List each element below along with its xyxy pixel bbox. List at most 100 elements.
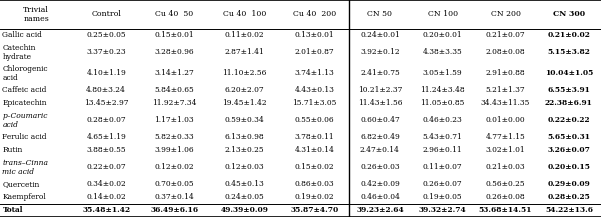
Text: 2.08±0.08: 2.08±0.08: [486, 48, 525, 56]
Text: 3.14±1.27: 3.14±1.27: [154, 69, 194, 77]
Text: 53.68±14.51: 53.68±14.51: [479, 207, 532, 214]
Text: 4.65±1.19: 4.65±1.19: [87, 133, 126, 141]
Text: 11.05±0.85: 11.05±0.85: [421, 99, 465, 107]
Text: 34.43±11.35: 34.43±11.35: [481, 99, 530, 107]
Text: 0.34±0.02: 0.34±0.02: [87, 180, 126, 188]
Text: 3.37±0.23: 3.37±0.23: [87, 48, 126, 56]
Text: 0.46±0.23: 0.46±0.23: [423, 116, 463, 124]
Text: 0.37±0.14: 0.37±0.14: [154, 193, 194, 201]
Text: 13.45±2.97: 13.45±2.97: [84, 99, 129, 107]
Text: CN 100: CN 100: [428, 10, 458, 18]
Text: 19.45±1.42: 19.45±1.42: [222, 99, 267, 107]
Text: Rutin: Rutin: [2, 146, 23, 154]
Text: 0.12±0.02: 0.12±0.02: [154, 163, 194, 171]
Text: CN 200: CN 200: [490, 10, 520, 18]
Text: 4.38±3.35: 4.38±3.35: [423, 48, 463, 56]
Text: 3.88±0.55: 3.88±0.55: [87, 146, 126, 154]
Text: 35.87±4.70: 35.87±4.70: [290, 207, 338, 214]
Text: 2.91±0.88: 2.91±0.88: [486, 69, 525, 77]
Text: 0.22±0.22: 0.22±0.22: [548, 116, 590, 124]
Text: 0.21±0.07: 0.21±0.07: [486, 31, 525, 39]
Text: 4.10±1.19: 4.10±1.19: [87, 69, 126, 77]
Text: 39.32±2.74: 39.32±2.74: [419, 207, 466, 214]
Text: 3.05±1.59: 3.05±1.59: [423, 69, 463, 77]
Text: 0.25±0.05: 0.25±0.05: [87, 31, 126, 39]
Text: 0.28±0.07: 0.28±0.07: [87, 116, 126, 124]
Text: 0.21±0.02: 0.21±0.02: [548, 31, 590, 39]
Text: Cu 40  200: Cu 40 200: [293, 10, 336, 18]
Text: p–Coumaric
acid: p–Coumaric acid: [2, 112, 48, 129]
Text: 10.04±1.05: 10.04±1.05: [545, 69, 593, 77]
Text: 0.11±0.07: 0.11±0.07: [423, 163, 463, 171]
Text: 5.84±0.65: 5.84±0.65: [154, 86, 194, 94]
Text: 36.49±6.16: 36.49±6.16: [150, 207, 198, 214]
Text: 2.47±0.14: 2.47±0.14: [360, 146, 400, 154]
Text: 49.39±0.09: 49.39±0.09: [221, 207, 268, 214]
Text: Cu 40  50: Cu 40 50: [155, 10, 194, 18]
Text: Catechin
hydrate: Catechin hydrate: [2, 44, 36, 61]
Text: 0.45±0.13: 0.45±0.13: [225, 180, 264, 188]
Text: 3.28±0.96: 3.28±0.96: [154, 48, 194, 56]
Text: Epicatechin: Epicatechin: [2, 99, 47, 107]
Text: 10.21±2.37: 10.21±2.37: [358, 86, 402, 94]
Text: 35.48±1.42: 35.48±1.42: [82, 207, 130, 214]
Text: Trivial
names: Trivial names: [23, 6, 49, 23]
Text: 0.56±0.25: 0.56±0.25: [486, 180, 525, 188]
Text: CN 300: CN 300: [553, 10, 585, 18]
Text: 5.21±1.37: 5.21±1.37: [486, 86, 525, 94]
Text: 39.23±2.64: 39.23±2.64: [356, 207, 404, 214]
Text: 4.77±1.15: 4.77±1.15: [486, 133, 525, 141]
Text: Total: Total: [2, 207, 23, 214]
Text: 0.19±0.02: 0.19±0.02: [294, 193, 334, 201]
Text: 0.15±0.01: 0.15±0.01: [154, 31, 194, 39]
Text: 3.02±1.01: 3.02±1.01: [486, 146, 525, 154]
Text: 0.01±0.00: 0.01±0.00: [486, 116, 525, 124]
Text: 54.22±13.6: 54.22±13.6: [545, 207, 593, 214]
Text: 0.13±0.01: 0.13±0.01: [294, 31, 334, 39]
Text: CN 50: CN 50: [367, 10, 392, 18]
Text: 0.24±0.01: 0.24±0.01: [360, 31, 400, 39]
Text: Cu 40  100: Cu 40 100: [223, 10, 266, 18]
Text: 0.14±0.02: 0.14±0.02: [87, 193, 126, 201]
Text: 6.82±0.49: 6.82±0.49: [360, 133, 400, 141]
Text: 3.74±1.13: 3.74±1.13: [294, 69, 334, 77]
Text: 0.42±0.09: 0.42±0.09: [360, 180, 400, 188]
Text: 22.38±6.91: 22.38±6.91: [545, 99, 593, 107]
Text: 0.20±0.01: 0.20±0.01: [423, 31, 463, 39]
Text: 5.82±0.33: 5.82±0.33: [154, 133, 194, 141]
Text: 0.46±0.04: 0.46±0.04: [360, 193, 400, 201]
Text: 0.24±0.05: 0.24±0.05: [225, 193, 264, 201]
Text: trans–Cinna
mic acid: trans–Cinna mic acid: [2, 159, 49, 176]
Text: 4.80±3.24: 4.80±3.24: [86, 86, 126, 94]
Text: 3.92±0.12: 3.92±0.12: [360, 48, 400, 56]
Text: 11.24±3.48: 11.24±3.48: [421, 86, 465, 94]
Text: 3.78±0.11: 3.78±0.11: [294, 133, 334, 141]
Text: 0.60±0.47: 0.60±0.47: [360, 116, 400, 124]
Text: 2.01±0.87: 2.01±0.87: [294, 48, 334, 56]
Text: 0.70±0.05: 0.70±0.05: [154, 180, 194, 188]
Text: 6.55±3.91: 6.55±3.91: [548, 86, 590, 94]
Text: 0.59±0.34: 0.59±0.34: [225, 116, 264, 124]
Text: Control: Control: [91, 10, 121, 18]
Text: 2.96±0.11: 2.96±0.11: [423, 146, 463, 154]
Text: Caffeic acid: Caffeic acid: [2, 86, 47, 94]
Text: 0.55±0.06: 0.55±0.06: [294, 116, 334, 124]
Text: 0.19±0.05: 0.19±0.05: [423, 193, 463, 201]
Text: Kaempferol: Kaempferol: [2, 193, 46, 201]
Text: 6.20±2.07: 6.20±2.07: [225, 86, 264, 94]
Text: 11.92±7.34: 11.92±7.34: [152, 99, 197, 107]
Text: 0.15±0.02: 0.15±0.02: [294, 163, 334, 171]
Text: 5.65±0.31: 5.65±0.31: [548, 133, 590, 141]
Text: 0.12±0.03: 0.12±0.03: [225, 163, 264, 171]
Text: 5.15±3.82: 5.15±3.82: [548, 48, 590, 56]
Text: 2.87±1.41: 2.87±1.41: [225, 48, 264, 56]
Text: Gallic acid: Gallic acid: [2, 31, 42, 39]
Text: 0.26±0.03: 0.26±0.03: [360, 163, 400, 171]
Text: Ferulic acid: Ferulic acid: [2, 133, 47, 141]
Text: 3.99±1.06: 3.99±1.06: [154, 146, 194, 154]
Text: 0.86±0.03: 0.86±0.03: [294, 180, 334, 188]
Text: 0.21±0.03: 0.21±0.03: [486, 163, 525, 171]
Text: 11.43±1.56: 11.43±1.56: [358, 99, 402, 107]
Text: 0.11±0.02: 0.11±0.02: [225, 31, 264, 39]
Text: 0.22±0.07: 0.22±0.07: [87, 163, 126, 171]
